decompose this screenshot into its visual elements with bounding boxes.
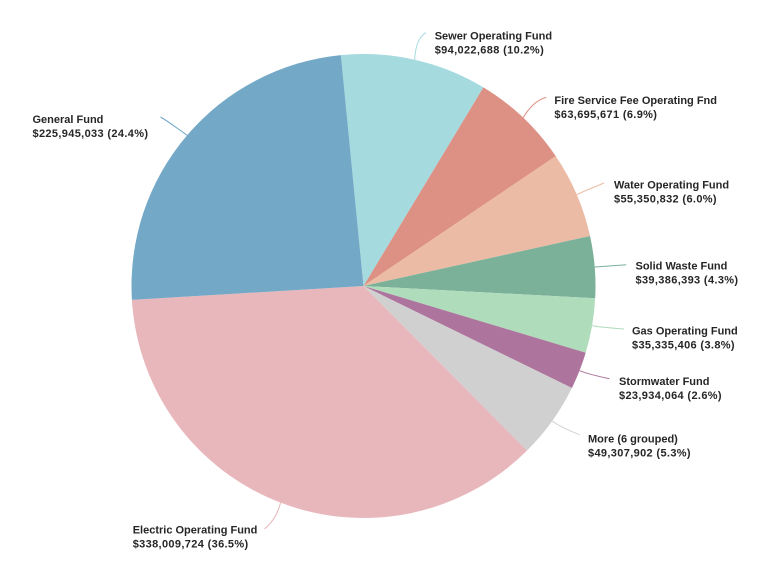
svg-text:$225,945,033 (24.4%): $225,945,033 (24.4%) <box>33 128 149 140</box>
svg-text:Fire Service Fee Operating Fnd: Fire Service Fee Operating Fnd <box>554 95 717 107</box>
svg-text:Solid Waste Fund: Solid Waste Fund <box>636 261 728 273</box>
svg-text:Sewer Operating Fund: Sewer Operating Fund <box>435 31 552 43</box>
svg-text:Gas Operating Fund: Gas Operating Fund <box>632 326 738 338</box>
svg-text:$39,386,393 (4.3%): $39,386,393 (4.3%) <box>636 275 739 287</box>
svg-text:Electric Operating Fund: Electric Operating Fund <box>133 525 258 537</box>
svg-text:$23,934,064 (2.6%): $23,934,064 (2.6%) <box>619 390 722 402</box>
svg-text:General Fund: General Fund <box>33 114 104 126</box>
svg-text:Water Operating Fund: Water Operating Fund <box>614 180 729 192</box>
svg-text:$63,695,671 (6.9%): $63,695,671 (6.9%) <box>554 109 657 121</box>
svg-text:Stormwater Fund: Stormwater Fund <box>619 376 709 388</box>
svg-text:$338,009,724 (36.5%): $338,009,724 (36.5%) <box>133 539 249 551</box>
svg-text:$55,350,832 (6.0%): $55,350,832 (6.0%) <box>614 194 717 206</box>
svg-text:$94,022,688 (10.2%): $94,022,688 (10.2%) <box>435 45 544 57</box>
svg-text:More (6 grouped): More (6 grouped) <box>588 434 678 446</box>
svg-text:$49,307,902 (5.3%): $49,307,902 (5.3%) <box>588 448 691 460</box>
svg-text:$35,335,406 (3.8%): $35,335,406 (3.8%) <box>632 340 735 352</box>
